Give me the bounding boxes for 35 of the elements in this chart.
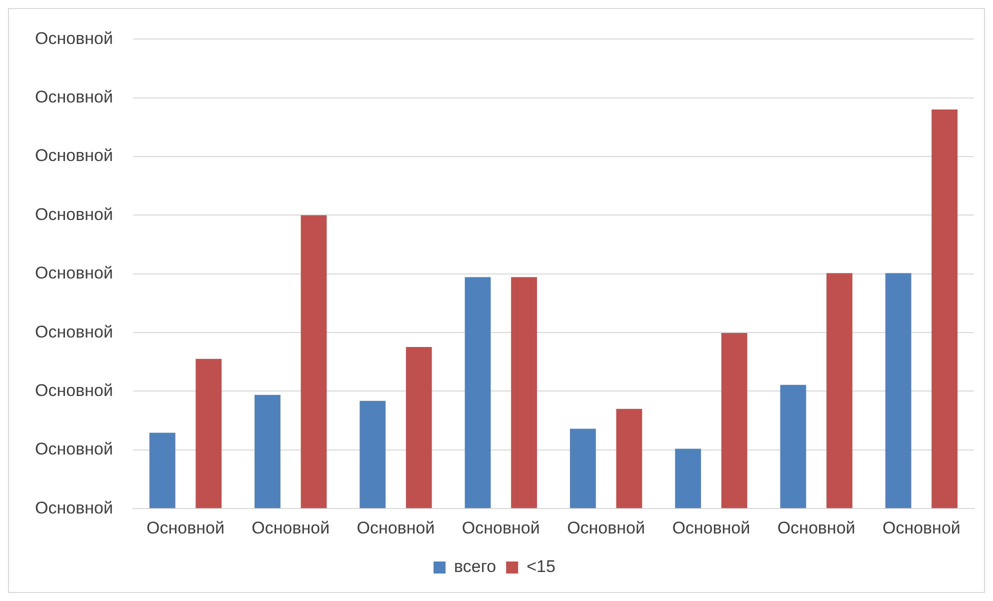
text: Основной — [35, 88, 113, 107]
text: Основной — [35, 204, 113, 224]
legend-label: <15 — [526, 557, 556, 576]
x-tick-label: Основной — [252, 518, 330, 538]
text: Основной — [35, 498, 113, 518]
bar — [721, 332, 748, 508]
legend-label: всего — [454, 557, 496, 576]
x-tick-label: Основной — [567, 518, 646, 538]
x-tick-label: Основной — [356, 518, 435, 538]
bar — [406, 346, 432, 508]
bar — [826, 273, 852, 508]
bar — [511, 277, 537, 508]
text: Основной — [35, 264, 113, 283]
bar — [464, 277, 491, 508]
bar — [149, 432, 176, 508]
bar — [196, 358, 222, 508]
bar — [300, 215, 327, 508]
x-tick-label: Основной — [146, 518, 224, 538]
bar — [254, 394, 280, 508]
x-tick-label: Основной — [462, 518, 540, 538]
bar — [780, 384, 806, 508]
x-tick-label: Основной — [672, 518, 750, 538]
text: Основной — [35, 380, 113, 400]
x-tick-label: Основной — [777, 518, 856, 538]
bar — [360, 400, 386, 508]
bar — [616, 408, 642, 508]
bar — [570, 428, 596, 508]
text: Основной — [35, 28, 113, 48]
text: Основной — [35, 440, 113, 459]
bar — [675, 448, 701, 508]
bar — [885, 273, 912, 508]
bar — [932, 109, 958, 508]
x-tick-label: Основной — [882, 518, 960, 538]
text: Основной — [35, 146, 113, 166]
text: Основной — [35, 322, 113, 342]
